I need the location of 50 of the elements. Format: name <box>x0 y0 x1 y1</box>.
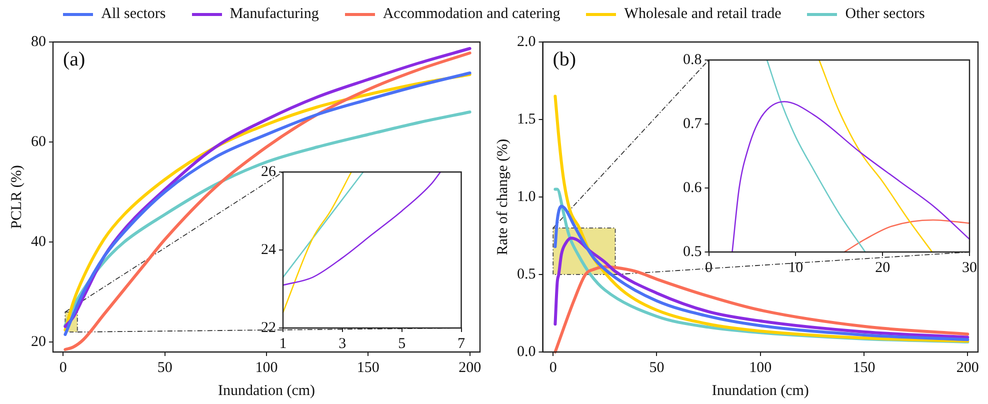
y-tick-label: 0.5 <box>683 244 702 260</box>
x-tick-label: 20 <box>875 260 890 276</box>
line-series <box>766 59 866 253</box>
x-tick-label: 10 <box>788 260 804 276</box>
x-tick-label: 150 <box>852 360 876 376</box>
y-tick-label: 0.5 <box>517 266 536 282</box>
x-tick-label: 150 <box>356 360 380 376</box>
y-axis-title: PCLR (%) <box>8 165 25 229</box>
legend-label: Other sectors <box>845 6 925 22</box>
y-tick-label: 0.0 <box>517 344 536 360</box>
annotation: (a) <box>63 48 86 70</box>
legend-label: Wholesale and retail trade <box>624 6 782 22</box>
x-axis-title: Inundation (cm) <box>218 382 316 399</box>
x-tick-label: 0 <box>59 360 67 376</box>
line-series <box>282 171 352 314</box>
y-tick-label: 26 <box>261 164 276 180</box>
line-series <box>818 59 933 253</box>
y-tick-label: 1.0 <box>517 188 536 205</box>
x-tick-label: 100 <box>749 360 772 376</box>
legend-label: Manufacturing <box>230 6 319 22</box>
x-tick-label: 1 <box>279 336 287 352</box>
line-series <box>844 219 970 253</box>
x-tick-label: 0 <box>549 360 557 376</box>
y-tick-label: 60 <box>31 134 46 150</box>
x-tick-label: 100 <box>255 360 278 376</box>
y-tick-label: 0.6 <box>683 180 702 196</box>
x-tick-label: 7 <box>458 336 466 352</box>
x-tick-label: 200 <box>458 360 482 376</box>
y-tick-label: 0.7 <box>683 116 702 132</box>
x-tick-label: 200 <box>956 360 979 376</box>
line-series <box>732 100 970 253</box>
y-tick-label: 80 <box>31 34 46 50</box>
y-tick-label: 22 <box>261 320 276 336</box>
x-tick-label: 3 <box>338 336 346 352</box>
y-tick-label: 1.5 <box>517 111 536 128</box>
legend-label: Accommodation and catering <box>382 6 560 22</box>
y-axis-title: Rate of change (%) <box>494 138 511 256</box>
legend-label: All sectors <box>101 6 166 22</box>
annotation: (b) <box>552 48 576 70</box>
line-series <box>282 171 364 278</box>
x-tick-label: 5 <box>398 336 406 352</box>
y-tick-label: 2.0 <box>517 34 536 50</box>
x-tick-label: 30 <box>962 260 977 276</box>
y-tick-label: 24 <box>261 242 276 258</box>
line-series <box>282 171 442 286</box>
x-tick-label: 50 <box>649 360 664 376</box>
y-tick-label: 0.8 <box>683 52 702 68</box>
x-tick-label: 50 <box>157 360 172 376</box>
y-tick-label: 40 <box>31 234 46 250</box>
x-axis-title: Inundation (cm) <box>712 382 809 399</box>
